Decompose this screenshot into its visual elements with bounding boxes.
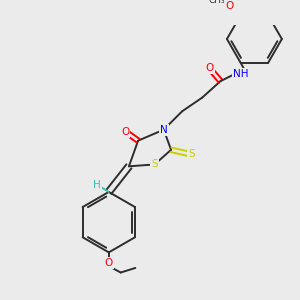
Text: O: O	[105, 258, 113, 268]
Text: N: N	[160, 125, 168, 135]
Text: O: O	[206, 63, 214, 73]
Text: CH₃: CH₃	[208, 0, 225, 5]
Text: O: O	[121, 127, 129, 136]
Text: S: S	[188, 149, 194, 159]
Text: H: H	[93, 180, 101, 190]
Text: S: S	[151, 160, 158, 170]
Text: NH: NH	[233, 69, 248, 79]
Text: O: O	[226, 1, 234, 11]
